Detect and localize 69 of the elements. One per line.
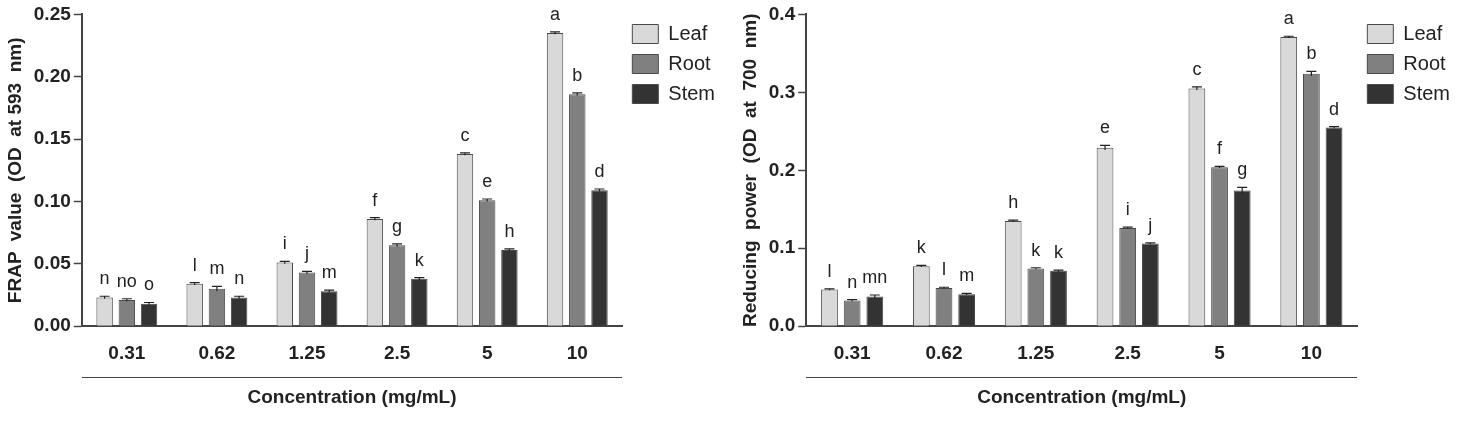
y-tick-label: 0.20: [33, 64, 71, 86]
y-tick-label: 0.10: [33, 189, 71, 211]
x-tick-label: 0.62: [925, 341, 963, 363]
y-tick-label: 0.4: [768, 2, 796, 24]
data-label: g: [392, 215, 403, 236]
legend-label: Stem: [1403, 81, 1451, 104]
data-label: m: [321, 262, 337, 282]
x-tick-label: 10: [1300, 341, 1322, 363]
data-label: d: [594, 160, 605, 181]
data-label: e: [482, 170, 493, 191]
y-tick-label: 0.15: [33, 127, 72, 149]
legend-label: Root: [668, 51, 712, 74]
data-label: c: [460, 124, 470, 145]
data-label: l: [192, 254, 197, 275]
data-label: n: [99, 268, 110, 289]
data-label: f: [1217, 138, 1224, 159]
y-tick-label: 0.3: [768, 80, 796, 102]
data-label: f: [372, 189, 379, 210]
data-label: k: [1031, 239, 1042, 260]
y-tick-label: 0.2: [768, 158, 796, 180]
data-label: o: [144, 274, 155, 295]
data-label: m: [209, 258, 225, 279]
data-label: j: [304, 243, 309, 264]
data-label: n: [847, 271, 858, 292]
data-label: g: [1237, 159, 1248, 180]
x-tick-label: 0.31: [833, 341, 872, 363]
data-label: c: [1192, 58, 1202, 79]
data-label: i: [1125, 199, 1130, 220]
data-label: l: [941, 259, 946, 280]
data-label: d: [1329, 98, 1340, 119]
y-tick-label: 0.0: [768, 314, 796, 336]
data-label: k: [916, 237, 927, 258]
data-label: e: [1100, 117, 1111, 138]
data-label: i: [282, 233, 287, 254]
data-label: a: [1283, 8, 1295, 29]
data-label: b: [572, 64, 583, 85]
x-tick-label: 2.5: [383, 341, 411, 363]
data-label: l: [827, 260, 832, 281]
data-label: k: [1054, 242, 1064, 263]
x-tick-label: 1.25: [1017, 341, 1055, 363]
legend-label: Stem: [668, 81, 716, 104]
data-label: m: [959, 265, 975, 286]
data-label: h: [504, 220, 515, 241]
y-tick-label: 0.00: [33, 314, 71, 336]
y-tick-label: 0.25: [33, 2, 72, 24]
y-axis-title: FRAP value (OD at 593 nm): [3, 37, 25, 304]
x-tick-label: 1.25: [288, 341, 326, 363]
data-label: n: [234, 268, 245, 289]
legend-label: Leaf: [1403, 21, 1443, 44]
y-axis-title: Reducing power (OD at 700 nm): [738, 13, 760, 328]
x-tick-label: 2.5: [1114, 341, 1142, 363]
x-tick-label: 0.31: [108, 341, 146, 363]
x-tick-label: 10: [566, 341, 588, 363]
legend-label: Root: [1403, 51, 1447, 74]
x-axis-title: Concentration (mg/mL): [976, 386, 1188, 408]
data-label: no: [116, 270, 137, 291]
legend-label: Leaf: [668, 21, 708, 44]
data-label: mn: [862, 266, 888, 287]
x-tick-label: 0.62: [198, 341, 236, 363]
y-tick-label: 0.1: [768, 236, 796, 258]
x-axis-title: Concentration (mg/mL): [246, 386, 458, 408]
data-label: k: [414, 249, 425, 270]
y-tick-label: 0.05: [33, 252, 72, 274]
data-label: b: [1306, 43, 1317, 64]
data-label: h: [1008, 192, 1019, 213]
x-tick-label: 5: [1214, 341, 1226, 363]
data-label: a: [550, 3, 562, 24]
x-tick-label: 5: [481, 341, 493, 363]
data-label: j: [1147, 214, 1153, 235]
